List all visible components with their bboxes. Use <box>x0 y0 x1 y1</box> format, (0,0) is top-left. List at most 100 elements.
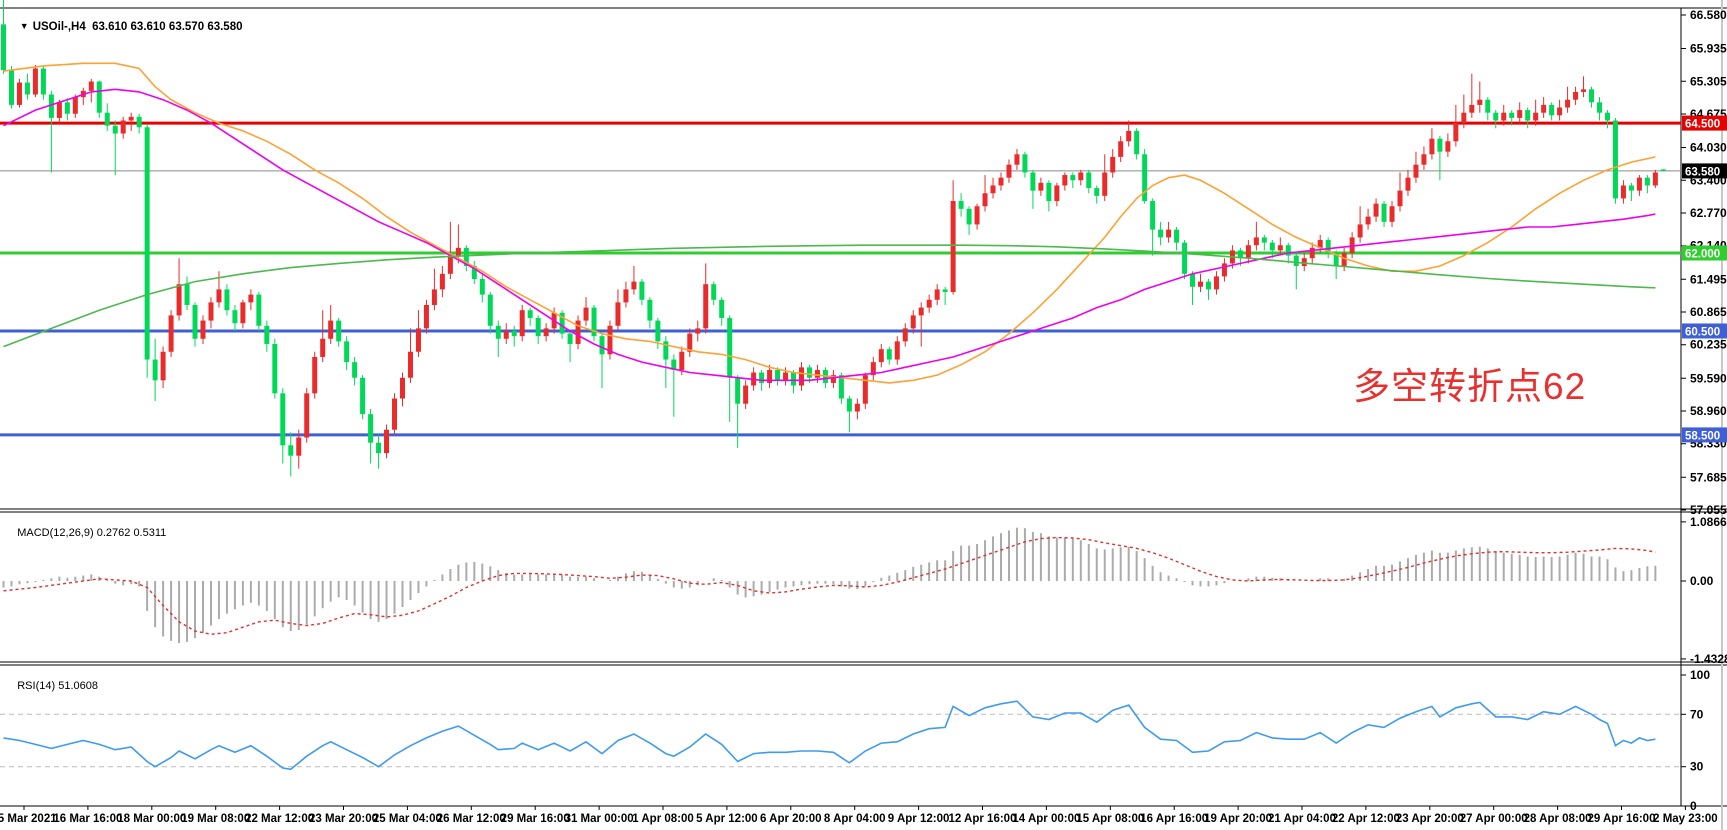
candle-body <box>918 307 924 316</box>
candle-body <box>1317 240 1323 248</box>
rsi-tick-label: 30 <box>1690 760 1704 774</box>
time-tick-label: 1 Apr 08:00 <box>632 813 694 825</box>
candle-body <box>1301 258 1307 267</box>
candle-up <box>1413 151 1419 183</box>
candle-body <box>1030 172 1036 191</box>
candle-down <box>1030 169 1036 209</box>
candle-down <box>1612 117 1618 204</box>
candle-up <box>168 310 174 357</box>
candle-body <box>1421 154 1427 165</box>
candle-up <box>1652 169 1658 189</box>
time-tick-label: 15 Mar 2021 <box>0 813 57 825</box>
ohlc-low: 63.570 <box>168 21 205 33</box>
candle-up <box>431 268 437 311</box>
candle-body <box>1285 245 1291 256</box>
time-tick-label: 16 Mar 16:00 <box>53 813 122 825</box>
candle-up <box>910 310 916 334</box>
candle-up <box>1389 201 1395 228</box>
candle-down <box>352 356 358 386</box>
candle-body <box>1142 154 1148 202</box>
candle-up <box>918 302 924 347</box>
candle-body <box>942 289 948 292</box>
candle-body <box>511 330 517 337</box>
candle-down <box>655 317 661 350</box>
candle-body <box>40 68 46 95</box>
level-badge-64.500: 64.500 <box>1682 115 1727 131</box>
time-tick-label: 25 Mar 04:00 <box>373 813 442 825</box>
candle-body <box>1365 216 1371 225</box>
candle-body <box>1557 107 1563 116</box>
candle-up <box>304 388 310 443</box>
candle-up <box>176 258 182 321</box>
candle-up <box>384 424 390 459</box>
candle-body <box>982 193 988 207</box>
candle-up <box>312 351 318 399</box>
candle-body <box>814 369 820 378</box>
candle-body <box>631 281 637 290</box>
candle-body <box>1660 169 1666 171</box>
candle-body <box>870 362 876 376</box>
candle-body <box>1309 247 1315 259</box>
candle-body <box>783 372 789 381</box>
candle-down <box>1589 86 1595 108</box>
candle-down <box>559 310 565 339</box>
candle-body <box>535 317 541 337</box>
time-tick-label: 14 Apr 00:00 <box>1012 813 1080 825</box>
candle-down <box>336 317 342 347</box>
candle-up <box>248 289 254 311</box>
macd-signal-value: 0.5311 <box>133 527 167 539</box>
candle-up <box>415 310 421 357</box>
candle-body <box>791 372 797 386</box>
candle-up <box>830 369 836 389</box>
candle-body <box>1541 104 1547 113</box>
candle-up <box>1469 73 1475 118</box>
time-tick-label: 15 Apr 08:00 <box>1076 813 1144 825</box>
rsi-tick-label: 70 <box>1690 707 1704 721</box>
candle-body <box>104 112 110 126</box>
price-tick-label: 60.235 <box>1690 338 1727 352</box>
macd-main-value: 0.2762 <box>96 527 131 539</box>
candle-body <box>1182 242 1188 274</box>
price-tick-label: 65.935 <box>1690 42 1727 56</box>
candle-body <box>407 351 413 378</box>
candle-down <box>376 434 382 469</box>
candle-body <box>519 310 525 337</box>
chart-text-annotation[interactable]: 多空转折点62 <box>1353 366 1587 407</box>
candle-body <box>1493 112 1499 121</box>
candle-up <box>1365 208 1371 230</box>
candle-down <box>1381 201 1387 228</box>
time-tick-label: 19 Mar 08:00 <box>181 813 250 825</box>
candle-body <box>439 273 445 290</box>
time-tick-label: 27 Apr 00:00 <box>1460 813 1528 825</box>
candle-up <box>1573 86 1579 105</box>
candle-up <box>392 393 398 435</box>
candle-up <box>1477 81 1483 113</box>
candle-up <box>950 180 956 295</box>
candle-body <box>583 307 589 321</box>
one-click-trading-icon[interactable]: ▼ <box>19 21 29 31</box>
candle-down <box>599 333 605 389</box>
candle-up <box>854 398 860 420</box>
candle-down <box>719 297 725 326</box>
candle-up <box>1102 154 1108 202</box>
candle-body <box>1461 112 1467 124</box>
candle-body <box>96 81 102 113</box>
candle-body <box>328 320 334 339</box>
candle-body <box>591 307 597 337</box>
candle-down <box>1485 97 1491 121</box>
candle-up <box>1277 237 1283 256</box>
candle-down <box>40 65 46 100</box>
candle-up <box>120 116 126 139</box>
candle-body <box>878 349 884 363</box>
candle-body <box>894 341 900 360</box>
candle-body <box>1014 154 1020 165</box>
candle-body <box>886 349 892 360</box>
candle-body <box>567 333 573 344</box>
candle-body <box>1086 172 1092 189</box>
candle-down <box>1269 240 1275 259</box>
candle-up <box>208 297 214 329</box>
candle-body <box>8 70 14 105</box>
candle-down <box>232 304 238 331</box>
candle-body <box>224 289 230 311</box>
candle-body <box>447 255 453 274</box>
